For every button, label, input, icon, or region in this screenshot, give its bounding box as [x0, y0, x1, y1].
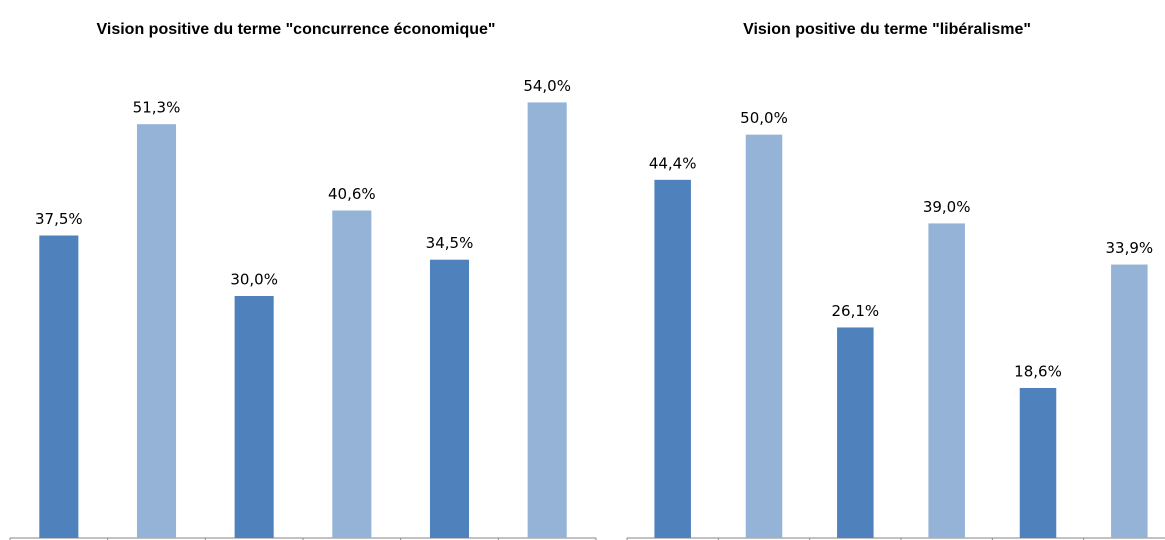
- value-label: 26,1%: [832, 302, 880, 320]
- value-label: 34,5%: [426, 234, 474, 252]
- chart-title: Vision positive du terme "concurrence éc…: [97, 21, 496, 38]
- value-label: 18,6%: [1014, 362, 1062, 380]
- bar: [136, 124, 177, 539]
- value-label: 54,0%: [523, 77, 571, 95]
- bar: [234, 296, 274, 538]
- value-label: 44,4%: [649, 154, 697, 172]
- value-label: 37,5%: [35, 210, 83, 228]
- bar: [928, 223, 965, 538]
- value-label: 39,0%: [923, 198, 971, 216]
- bar: [654, 179, 691, 538]
- bar: [837, 327, 874, 538]
- bar: [332, 210, 372, 538]
- bar: [429, 259, 470, 538]
- value-label: 40,6%: [328, 185, 376, 203]
- chart-title: Vision positive du terme "libéralisme": [743, 21, 1031, 38]
- value-label: 33,9%: [1106, 239, 1154, 257]
- value-label: 50,0%: [740, 109, 788, 127]
- bar: [745, 134, 783, 538]
- bar: [1019, 387, 1057, 538]
- value-label: 51,3%: [133, 99, 181, 117]
- bar: [39, 235, 79, 538]
- value-label: 30,0%: [230, 271, 278, 289]
- bar: [1111, 264, 1148, 538]
- bar: [527, 102, 567, 539]
